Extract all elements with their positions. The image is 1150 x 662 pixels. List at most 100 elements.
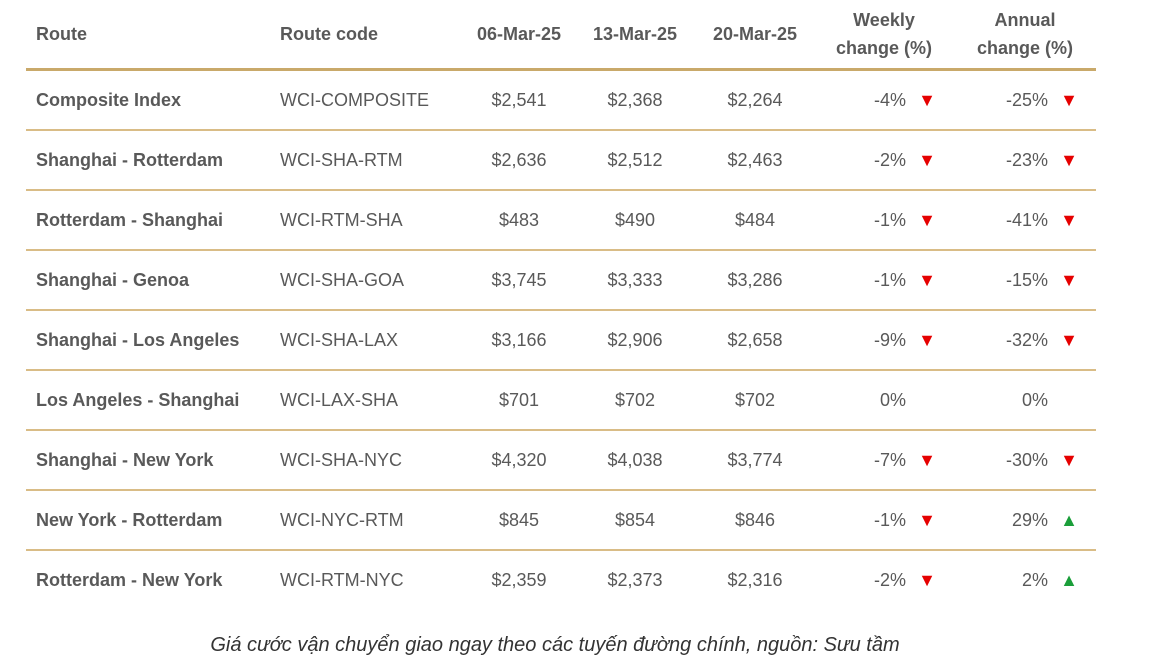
rate-cell-date-1: $4,320	[464, 430, 574, 491]
triangle-up-icon: ▲	[1060, 569, 1078, 590]
rate-cell-date-2: $4,038	[574, 430, 696, 491]
table-row: Shanghai - Genoa WCI-SHA-GOA $3,745 $3,333 $…	[26, 250, 1096, 311]
triangle-up-icon: ▲	[1060, 509, 1078, 530]
header-route-code: Route code	[276, 0, 464, 71]
weekly-change-cell-value: -1%	[873, 509, 906, 530]
rate-cell-date-2: $854	[574, 490, 696, 551]
weekly-change-cell-value: -7%	[873, 449, 906, 470]
annual-change-cell-value: -15%	[1005, 269, 1048, 290]
header-weekly-change-line: change (%)	[835, 38, 932, 58]
rate-cell-date-3: $2,316	[727, 569, 783, 590]
table-row: Rotterdam - Shanghai WCI-RTM-SHA $483 $490 $…	[26, 190, 1096, 251]
rate-cell-date-1: $483	[464, 190, 574, 251]
weekly-change-cell-value: 0%	[879, 389, 906, 410]
table-row: Shanghai - Rotterdam WCI-SHA-RTM $2,636 $2,…	[26, 130, 1096, 191]
route-cell: New York - Rotterdam	[26, 490, 276, 551]
route-cell: Rotterdam - New York	[36, 569, 223, 590]
rate-cell-date-2: $2,906	[574, 310, 696, 371]
route-code-cell: WCI-COMPOSITE	[276, 69, 464, 131]
header-weekly-change: Weekly change (%)	[814, 0, 954, 71]
route-code-cell: WCI-SHA-GOA	[276, 250, 464, 311]
weekly-change-cell: 0%▼	[814, 370, 954, 431]
annual-change-cell: 29% ▲	[954, 490, 1096, 551]
annual-change-cell-value: -25%	[1005, 89, 1048, 110]
rate-cell-date-1: $701	[464, 370, 574, 431]
header-date-1: 06-Mar-25	[464, 0, 574, 71]
table-row: Shanghai - Los Angeles WCI-SHA-LAX $3,166 $…	[26, 310, 1096, 371]
annual-change-cell: -23% ▼	[954, 130, 1096, 191]
rate-cell-date-2: $2,512	[574, 130, 696, 191]
annual-change-cell-value: -41%	[1005, 209, 1048, 230]
table-row: Rotterdam - New York WCI-RTM-NYC $2,359 $2,…	[26, 550, 1096, 609]
annual-change-cell: -15% ▼	[954, 250, 1096, 311]
rate-cell-date-3: $3,774	[696, 430, 814, 491]
header-route: Route	[26, 0, 276, 71]
header-date-3: 20-Mar-25	[696, 0, 814, 71]
triangle-down-icon: ▼	[1060, 149, 1078, 170]
annual-change-cell-value: -32%	[1005, 329, 1048, 350]
header-route-line: Route	[36, 24, 87, 44]
route-cell: Composite Index	[26, 69, 276, 131]
route-code-cell: WCI-RTM-NYC	[280, 569, 404, 590]
header-route-code-line: Route code	[280, 24, 379, 44]
weekly-change-cell-value: -9%	[873, 329, 906, 350]
route-code-cell: WCI-NYC-RTM	[276, 490, 464, 551]
rate-cell-date-3: $702	[696, 370, 814, 431]
rate-cell-date-2: $2,368	[574, 69, 696, 131]
header-weekly-change-line: Weekly	[853, 10, 915, 30]
weekly-change-cell: -2% ▼	[814, 130, 954, 191]
annual-change-cell-value: -30%	[1005, 449, 1048, 470]
header-annual-change: Annual change (%)	[954, 0, 1096, 71]
rate-cell-date-3: $3,286	[696, 250, 814, 311]
weekly-change-cell-value: -4%	[873, 89, 906, 110]
rate-cell-date-3: $2,264	[696, 69, 814, 131]
triangle-down-icon: ▼	[918, 209, 936, 230]
annual-change-cell: -25% ▼	[954, 69, 1096, 131]
table-row: New York - Rotterdam WCI-NYC-RTM $845 $854 $…	[26, 490, 1096, 551]
header-annual-change-line: change (%)	[976, 38, 1073, 58]
rate-cell-date-2: $3,333	[574, 250, 696, 311]
route-cell: Shanghai - Rotterdam	[26, 130, 276, 191]
table-header-row: Route Route code 06-Mar-25 13-Mar-25 20-Mar-…	[26, 0, 1096, 71]
triangle-down-icon: ▼	[918, 509, 936, 530]
annual-change-cell-value: 29%	[1011, 509, 1048, 530]
header-date-2: 13-Mar-25	[574, 0, 696, 71]
table-row: Shanghai - New York WCI-SHA-NYC $4,320 $4,0…	[26, 430, 1096, 491]
triangle-down-icon: ▼	[918, 569, 936, 590]
route-code-cell: WCI-SHA-RTM	[276, 130, 464, 191]
annual-change-cell: -32% ▼	[954, 310, 1096, 371]
rate-cell-date-1: $2,359	[491, 569, 547, 590]
table-body: Composite Index WCI-COMPOSITE $2,541 $2,368…	[26, 69, 1096, 610]
triangle-down-icon: ▼	[1060, 329, 1078, 350]
triangle-down-icon: ▼	[1060, 449, 1078, 470]
weekly-change-cell-value: -2%	[873, 569, 906, 590]
annual-change-cell: -30% ▼	[954, 430, 1096, 491]
table-row: Composite Index WCI-COMPOSITE $2,541 $2,368…	[26, 69, 1096, 131]
rate-cell-date-3: $2,463	[696, 130, 814, 191]
rate-cell-date-1: $3,745	[464, 250, 574, 311]
wci-table: Route Route code 06-Mar-25 13-Mar-25 20-Mar-…	[26, 0, 1096, 609]
annual-change-cell: 2% ▲	[954, 550, 1096, 609]
rate-cell-date-1: $3,166	[464, 310, 574, 371]
rate-cell-date-1: $2,636	[464, 130, 574, 191]
triangle-down-icon: ▼	[918, 269, 936, 290]
route-code-cell: WCI-RTM-SHA	[276, 190, 464, 251]
triangle-down-icon: ▼	[1060, 269, 1078, 290]
route-cell: Los Angeles - Shanghai	[26, 370, 276, 431]
header-date-1-line: 06-Mar-25	[476, 24, 562, 44]
route-cell: Shanghai - New York	[26, 430, 276, 491]
annual-change-cell-value: 2%	[1021, 569, 1048, 590]
annual-change-cell: -41% ▼	[954, 190, 1096, 251]
route-code-cell: WCI-SHA-LAX	[276, 310, 464, 371]
rate-cell-date-1: $2,541	[464, 69, 574, 131]
header-date-3-line: 20-Mar-25	[712, 24, 798, 44]
table-caption: Giá cước vận chuyển giao ngay theo các t…	[210, 634, 900, 656]
weekly-change-cell-value: -2%	[873, 149, 906, 170]
weekly-change-cell: -2% ▼	[814, 550, 954, 609]
weekly-change-cell: -7% ▼	[814, 430, 954, 491]
rate-cell-date-3: $846	[696, 490, 814, 551]
rate-cell-date-2: $2,373	[607, 569, 663, 590]
route-code-cell: WCI-LAX-SHA	[276, 370, 464, 431]
triangle-down-icon: ▼	[1060, 209, 1078, 230]
route-code-cell: WCI-SHA-NYC	[276, 430, 464, 491]
